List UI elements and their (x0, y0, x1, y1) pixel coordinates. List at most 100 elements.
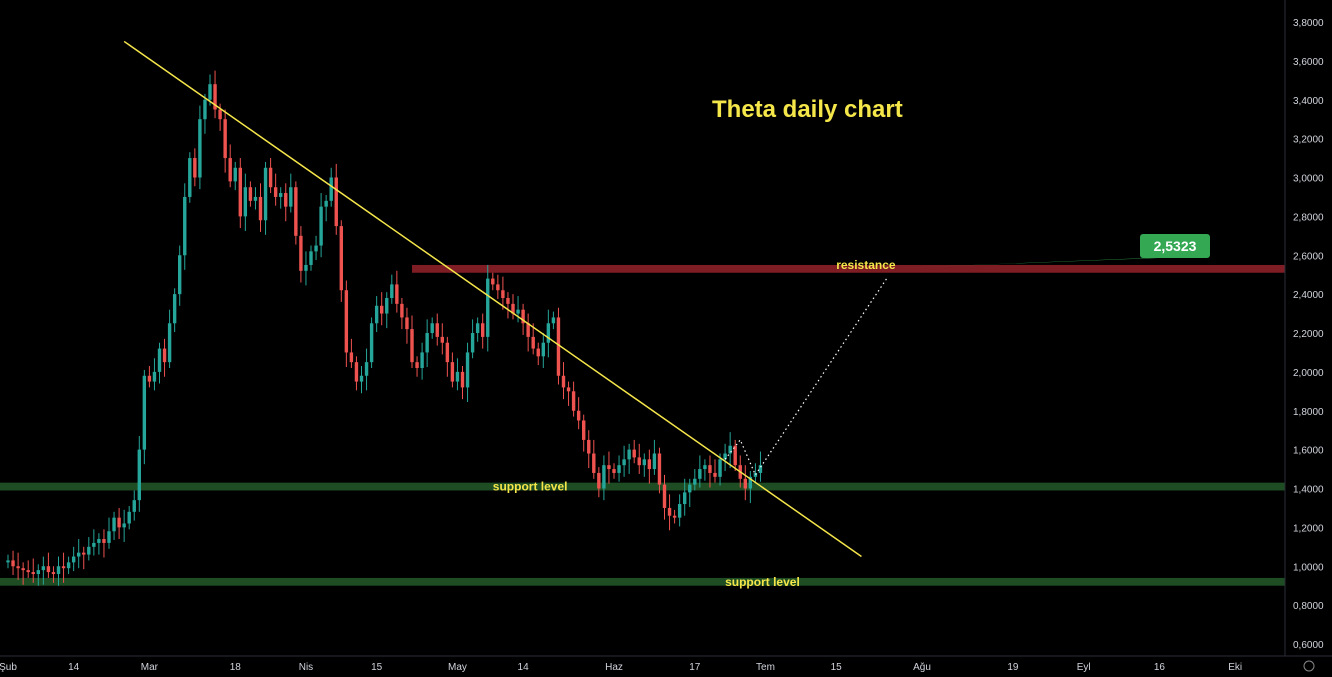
annotation-2: support level (493, 480, 568, 494)
candle-body (314, 245, 318, 252)
candle-body (602, 465, 606, 489)
candle-body (546, 323, 551, 343)
y-tick-label: 2,2000 (1293, 329, 1324, 340)
candle-body (430, 323, 434, 333)
y-tick-label: 2,4000 (1293, 290, 1324, 301)
candle-body (496, 284, 500, 291)
candle-body (102, 539, 106, 543)
candle-body (97, 539, 101, 543)
candle-body (213, 84, 217, 110)
candle-body (359, 375, 364, 382)
y-tick-label: 3,0000 (1293, 174, 1324, 185)
x-tick-label: Eyl (1077, 662, 1091, 673)
y-tick-label: 1,0000 (1293, 562, 1324, 573)
x-tick-label: Nis (299, 662, 313, 673)
candle-body (713, 472, 717, 477)
y-tick-label: 3,4000 (1293, 96, 1324, 107)
candle-body (481, 323, 485, 337)
candle-body (263, 167, 268, 221)
candle-body (339, 226, 343, 291)
candle-body (349, 352, 354, 363)
candle-body (486, 278, 490, 337)
candle-body (708, 465, 712, 473)
candle-body (718, 459, 722, 477)
candle-body (465, 352, 470, 388)
support-zone-2 (0, 577, 1285, 586)
candle-body (374, 305, 379, 324)
x-tick-label: May (448, 662, 467, 673)
candle-body (61, 566, 66, 569)
annotation-1: resistance (836, 258, 896, 272)
candle-body (395, 284, 399, 304)
candle-body (592, 453, 596, 473)
candle-body (92, 542, 96, 547)
y-tick-label: 3,6000 (1293, 57, 1324, 68)
support-zone-1 (0, 482, 1285, 491)
candle-body (258, 196, 263, 221)
candle-body (541, 342, 545, 357)
candle-body (667, 507, 672, 516)
candle-body (627, 449, 631, 460)
candle-body (41, 566, 46, 571)
candle-body (506, 298, 510, 304)
candle-body (566, 387, 571, 392)
candle-body (531, 336, 535, 349)
candle-body (304, 264, 308, 271)
candle-body (647, 459, 652, 470)
candle-body (127, 511, 131, 524)
target-badge (1140, 234, 1210, 258)
x-tick-label: 14 (68, 662, 80, 673)
x-tick-label: 19 (1007, 662, 1019, 673)
candle-body (385, 298, 389, 314)
candle-body (526, 323, 530, 337)
candle-body (162, 348, 167, 363)
candle-body (218, 109, 222, 120)
candle-body (748, 476, 753, 489)
y-tick-label: 1,6000 (1293, 446, 1324, 457)
candle-body (172, 294, 177, 324)
candle-body (587, 439, 591, 454)
candle-body (369, 323, 374, 363)
candle-body (455, 371, 460, 382)
candle-body (460, 371, 465, 388)
y-tick-label: 3,2000 (1293, 135, 1324, 146)
candle-body (723, 453, 727, 460)
candle-body (672, 515, 677, 518)
candle-body (117, 517, 121, 528)
candle-body (571, 391, 576, 411)
candle-body (112, 517, 116, 532)
x-tick-label: 15 (371, 662, 383, 673)
candle-body (576, 410, 581, 421)
candle-body (556, 317, 561, 376)
target-pointer (886, 258, 1158, 269)
candle-body (450, 362, 455, 382)
candle-body (440, 336, 444, 343)
candle-body (400, 303, 404, 318)
candle-body (445, 342, 450, 363)
candle-body (344, 290, 349, 353)
candle-body (279, 193, 283, 197)
candle-body (82, 552, 86, 555)
candle-body (703, 465, 707, 470)
candle-body (652, 453, 657, 470)
candle-body (324, 200, 328, 207)
y-tick-label: 2,6000 (1293, 251, 1324, 262)
candle-body (728, 445, 732, 454)
candle-body (268, 167, 273, 188)
candle-body (294, 187, 298, 236)
candle-body (46, 566, 51, 573)
candle-body (405, 317, 409, 330)
candle-body (733, 445, 737, 466)
candle-body (233, 167, 237, 182)
candle-body (470, 333, 475, 353)
candle-body (693, 478, 697, 485)
candle-body (390, 284, 394, 299)
candle-body (203, 99, 207, 120)
y-tick-label: 0,6000 (1293, 640, 1324, 651)
candle-body (137, 449, 141, 501)
x-tick-label: Tem (756, 662, 775, 673)
candle-body (319, 206, 323, 246)
candle-body (511, 303, 515, 314)
candle-body (107, 531, 111, 543)
x-tick-label: Şub (0, 662, 17, 673)
